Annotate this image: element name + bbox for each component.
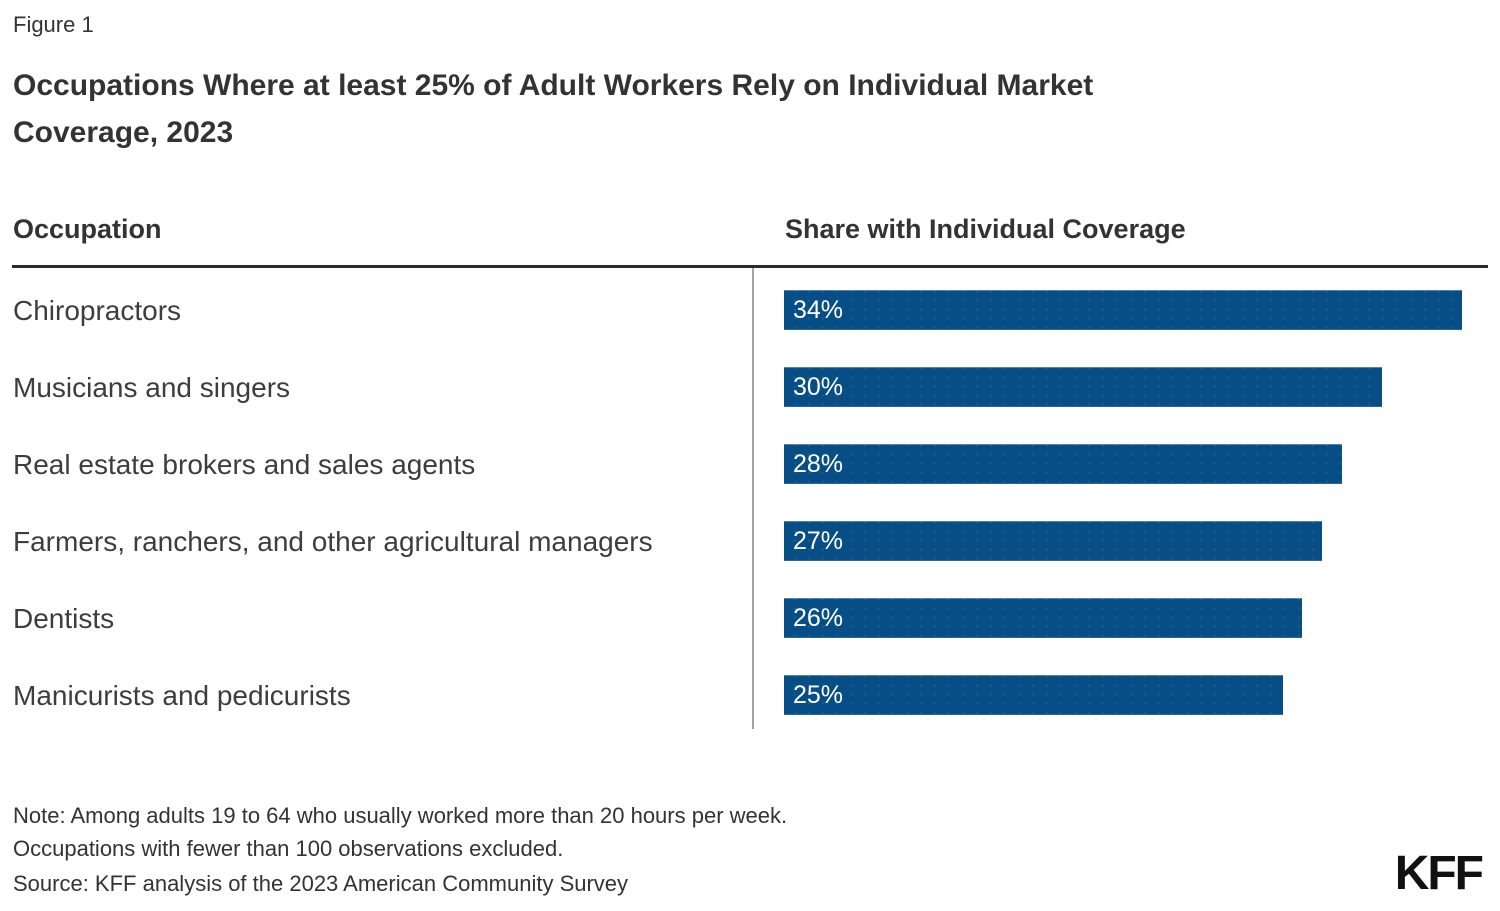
- page-title: Occupations Where at least 25% of Adult …: [13, 62, 1093, 156]
- bar-value-label: 26%: [793, 603, 844, 632]
- occupation-column-header: Occupation: [13, 214, 162, 244]
- occupation-label: Chiropractors: [13, 294, 182, 326]
- footer-note-line2: Occupations with fewer than 100 observat…: [13, 836, 564, 861]
- share-column-header: Share with Individual Coverage: [785, 214, 1186, 244]
- occupation-label: Farmers, ranchers, and other agricultura…: [13, 525, 653, 557]
- footer-note: Note: Among adults 19 to 64 who usually …: [13, 799, 787, 865]
- bar-value-label: 30%: [793, 372, 844, 401]
- figure-label: Figure 1: [13, 12, 94, 37]
- coverage-bar: 30%: [784, 367, 1382, 407]
- bar-value-label: 27%: [793, 526, 844, 555]
- occupation-label: Real estate brokers and sales agents: [13, 448, 476, 480]
- occupation-label: Musicians and singers: [13, 371, 291, 403]
- coverage-bar: 27%: [784, 521, 1322, 561]
- table-row: Manicurists and pedicurists 25%: [0, 657, 1500, 734]
- bar-value-label: 34%: [793, 295, 844, 324]
- column-divider: [752, 268, 754, 729]
- table-row: Musicians and singers 30%: [0, 349, 1500, 426]
- chart-rows: Chiropractors 34% Musicians and singers 30%…: [0, 268, 1500, 730]
- page-title-line1: Occupations Where at least 25% of Adult …: [13, 69, 1094, 102]
- table-row: Chiropractors 34%: [0, 272, 1500, 349]
- occupation-label: Manicurists and pedicurists: [13, 679, 351, 711]
- footer-note-line1: Note: Among adults 19 to 64 who usually …: [13, 803, 788, 828]
- coverage-bar: 28%: [784, 444, 1342, 484]
- header-rule: [12, 265, 1488, 268]
- occupation-label: Dentists: [13, 602, 115, 634]
- table-row: Farmers, ranchers, and other agricultura…: [0, 503, 1500, 580]
- kff-logo: KFF: [1394, 847, 1484, 900]
- page-title-line2: Coverage, 2023: [13, 116, 234, 149]
- coverage-bar: 25%: [784, 675, 1283, 715]
- bar-value-label: 28%: [793, 449, 844, 478]
- coverage-bar: 34%: [784, 290, 1462, 330]
- footer-source: Source: KFF analysis of the 2023 America…: [13, 871, 629, 896]
- bar-value-label: 25%: [793, 680, 844, 709]
- coverage-bar: 26%: [784, 598, 1302, 638]
- table-row: Dentists 26%: [0, 580, 1500, 657]
- table-row: Real estate brokers and sales agents 28%: [0, 426, 1500, 503]
